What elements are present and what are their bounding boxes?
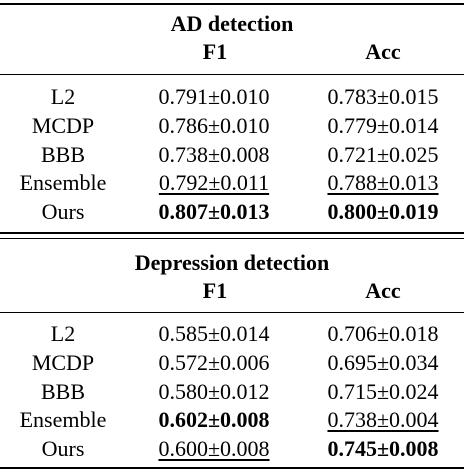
- method-label: MCDP: [31, 113, 95, 138]
- f1-value: 0.572±0.006: [158, 350, 270, 375]
- acc-value: 0.783±0.015: [327, 84, 439, 109]
- method-label: Ensemble: [19, 407, 107, 432]
- f1-value: 0.791±0.010: [158, 84, 270, 109]
- header-rule-depression: [0, 312, 464, 313]
- acc-value: 0.715±0.024: [327, 379, 439, 404]
- acc-value: 0.788±0.013: [327, 170, 439, 195]
- f1-cell: 0.807±0.013: [126, 199, 302, 225]
- f1-value: 0.792±0.011: [158, 170, 270, 195]
- method-label: Ours: [41, 199, 85, 224]
- method-label: Ours: [41, 436, 85, 461]
- method-label: Ensemble: [19, 170, 107, 195]
- header-acc-depression: Acc: [365, 278, 401, 303]
- acc-value: 0.745±0.008: [327, 436, 439, 461]
- f1-value: 0.585±0.014: [158, 321, 270, 346]
- f1-value: 0.580±0.012: [158, 379, 270, 404]
- acc-cell: 0.715±0.024: [302, 379, 464, 405]
- f1-cell: 0.791±0.010: [126, 84, 302, 110]
- method-label: BBB: [40, 379, 86, 404]
- acc-cell: 0.738±0.004: [302, 407, 464, 433]
- section-divider: [0, 232, 464, 234]
- method-label: L2: [50, 84, 76, 109]
- section-title-depression: Depression detection: [134, 250, 330, 275]
- header-f1-ad: F1: [202, 39, 228, 64]
- f1-value: 0.807±0.013: [158, 199, 270, 224]
- f1-cell: 0.585±0.014: [126, 321, 302, 347]
- acc-cell: 0.788±0.013: [302, 170, 464, 196]
- header-rule-ad: [0, 74, 464, 75]
- acc-cell: 0.779±0.014: [302, 113, 464, 139]
- header-acc-ad: Acc: [365, 39, 401, 64]
- f1-cell: 0.580±0.012: [126, 379, 302, 405]
- bottom-rule: [0, 467, 464, 469]
- f1-cell: 0.792±0.011: [126, 170, 302, 196]
- method-label: BBB: [40, 142, 86, 167]
- f1-value: 0.600±0.008: [158, 436, 270, 461]
- acc-value: 0.779±0.014: [327, 113, 439, 138]
- header-f1-depression: F1: [202, 278, 228, 303]
- f1-cell: 0.738±0.008: [126, 142, 302, 168]
- acc-value: 0.721±0.025: [327, 142, 439, 167]
- f1-cell: 0.786±0.010: [126, 113, 302, 139]
- f1-value: 0.602±0.008: [158, 407, 270, 432]
- acc-value: 0.695±0.034: [327, 350, 439, 375]
- acc-cell: 0.721±0.025: [302, 142, 464, 168]
- method-label: MCDP: [31, 350, 95, 375]
- acc-cell: 0.783±0.015: [302, 84, 464, 110]
- f1-cell: 0.602±0.008: [126, 407, 302, 433]
- acc-cell: 0.706±0.018: [302, 321, 464, 347]
- section-title-ad: AD detection: [170, 11, 294, 36]
- method-label: L2: [50, 321, 76, 346]
- f1-cell: 0.572±0.006: [126, 350, 302, 376]
- acc-cell: 0.695±0.034: [302, 350, 464, 376]
- acc-cell: 0.745±0.008: [302, 436, 464, 462]
- acc-value: 0.800±0.019: [327, 199, 439, 224]
- acc-cell: 0.800±0.019: [302, 199, 464, 225]
- f1-value: 0.786±0.010: [158, 113, 270, 138]
- acc-value: 0.706±0.018: [327, 321, 439, 346]
- top-rule: [0, 3, 464, 5]
- section-divider-inner: [0, 238, 464, 239]
- f1-value: 0.738±0.008: [158, 142, 270, 167]
- acc-value: 0.738±0.004: [327, 407, 439, 432]
- f1-cell: 0.600±0.008: [126, 436, 302, 462]
